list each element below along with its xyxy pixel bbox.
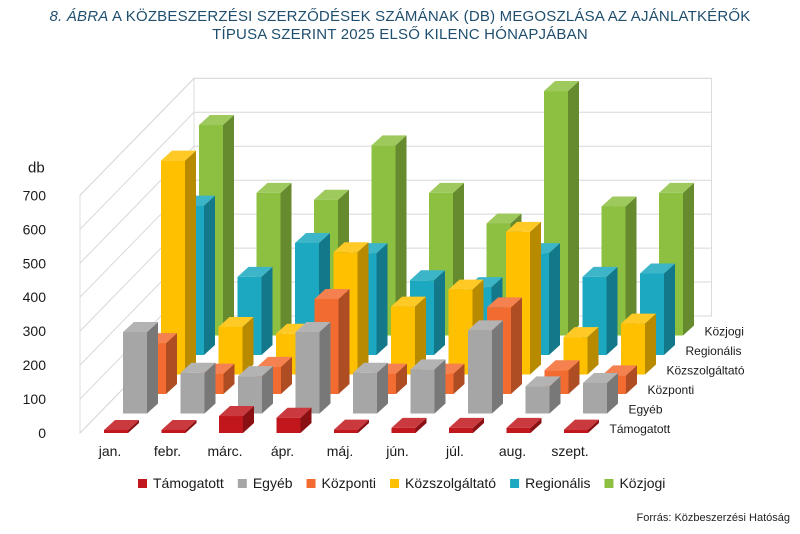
bar	[371, 135, 407, 336]
bar	[506, 417, 542, 433]
bar	[104, 420, 139, 433]
bar	[123, 322, 158, 414]
legend-item: Regionális	[510, 475, 590, 491]
legend-swatch	[510, 479, 520, 488]
y-tick-label: 700	[23, 187, 47, 203]
legend-item: Központi	[306, 475, 376, 491]
x-tick-label: márc.	[208, 443, 243, 459]
legend-swatch	[237, 479, 247, 488]
bar	[583, 372, 618, 414]
bar	[410, 359, 446, 414]
title-line-2: TÍPUSA SZERINT 2025 ELSŐ KILENC HÓNAPJÁB…	[212, 26, 588, 43]
x-tick-label: júl.	[445, 443, 464, 459]
legend-swatch	[138, 479, 147, 488]
legend: Támogatott Egyéb Központi Közszolgáltató Reg…	[138, 475, 665, 491]
y-tick-label: 500	[23, 255, 47, 271]
bar	[276, 407, 312, 433]
bar	[219, 406, 254, 433]
x-tick-label: febr.	[154, 443, 181, 459]
depth-axis-labels: Támogatott Egyéb Központi Közszolgáltató Reg…	[610, 325, 745, 437]
x-tick-label: aug.	[499, 443, 526, 459]
x-tick-label: jan.	[98, 443, 122, 459]
gridline	[79, 77, 712, 196]
x-axis-labels: jan. febr. márc. ápr. máj. jún. júl. aug. szept.	[98, 443, 589, 459]
legend-swatch	[604, 479, 614, 488]
bar	[621, 313, 656, 375]
bar	[237, 266, 273, 355]
depth-label: Támogatott	[610, 422, 671, 436]
legend-label: Közjogi	[619, 475, 665, 491]
y-tick-label: 300	[23, 323, 47, 339]
bar	[468, 320, 503, 414]
source-note: Forrás: Közbeszerzési Hatóság	[636, 512, 790, 524]
bar	[564, 419, 599, 433]
depth-label: Központi	[648, 383, 695, 397]
legend-label: Közszolgáltató	[405, 475, 496, 491]
y-tick-label: 400	[23, 289, 47, 305]
legend-item: Közjogi	[604, 475, 665, 491]
legend-swatch	[390, 479, 400, 488]
legend-swatch	[306, 479, 316, 488]
legend-item: Egyéb	[237, 475, 293, 491]
x-tick-label: ápr.	[271, 443, 294, 459]
bars	[104, 81, 694, 433]
bar	[295, 322, 331, 414]
bar	[391, 296, 426, 375]
legend-label: Támogatott	[153, 475, 224, 491]
bar	[353, 362, 388, 414]
y-tick-label: 100	[23, 391, 47, 407]
y-tick-label: 200	[23, 357, 47, 373]
legend-label: Regionális	[525, 475, 590, 491]
x-tick-label: jún.	[385, 443, 409, 459]
bar	[180, 362, 216, 414]
bar	[334, 419, 369, 433]
y-tick-label: 0	[38, 425, 46, 441]
title-line-1: A KÖZBESZERZÉSI SZERZŐDÉSEK SZÁMÁNAK (DB…	[112, 8, 751, 25]
gridline	[79, 111, 712, 230]
x-tick-label: szept.	[551, 443, 588, 459]
depth-label: Egyéb	[629, 403, 663, 417]
depth-label: Közjogi	[705, 325, 744, 339]
legend-label: Egyéb	[253, 475, 293, 491]
y-axis-labels: 0 100 200 300 400 500 600 700 db	[23, 159, 47, 441]
y-tick-label: 600	[23, 221, 47, 237]
x-tick-label: máj.	[327, 443, 353, 459]
legend-item: Támogatott	[138, 475, 224, 491]
depth-label: Regionális	[686, 344, 742, 358]
bar	[161, 420, 197, 433]
figure-number: 8. ÁBRA	[49, 8, 109, 25]
depth-label: Közszolgáltató	[667, 364, 745, 378]
chart-title: 8. ÁBRA A KÖZBESZERZÉSI SZERZŐDÉSEK SZÁM…	[0, 8, 800, 44]
bar	[449, 417, 484, 433]
y-axis-label: db	[28, 159, 45, 176]
legend-item: Közszolgáltató	[390, 475, 496, 491]
gridline	[79, 145, 712, 264]
legend-label: Központi	[322, 475, 376, 491]
bar	[391, 417, 427, 433]
bar	[525, 376, 561, 414]
